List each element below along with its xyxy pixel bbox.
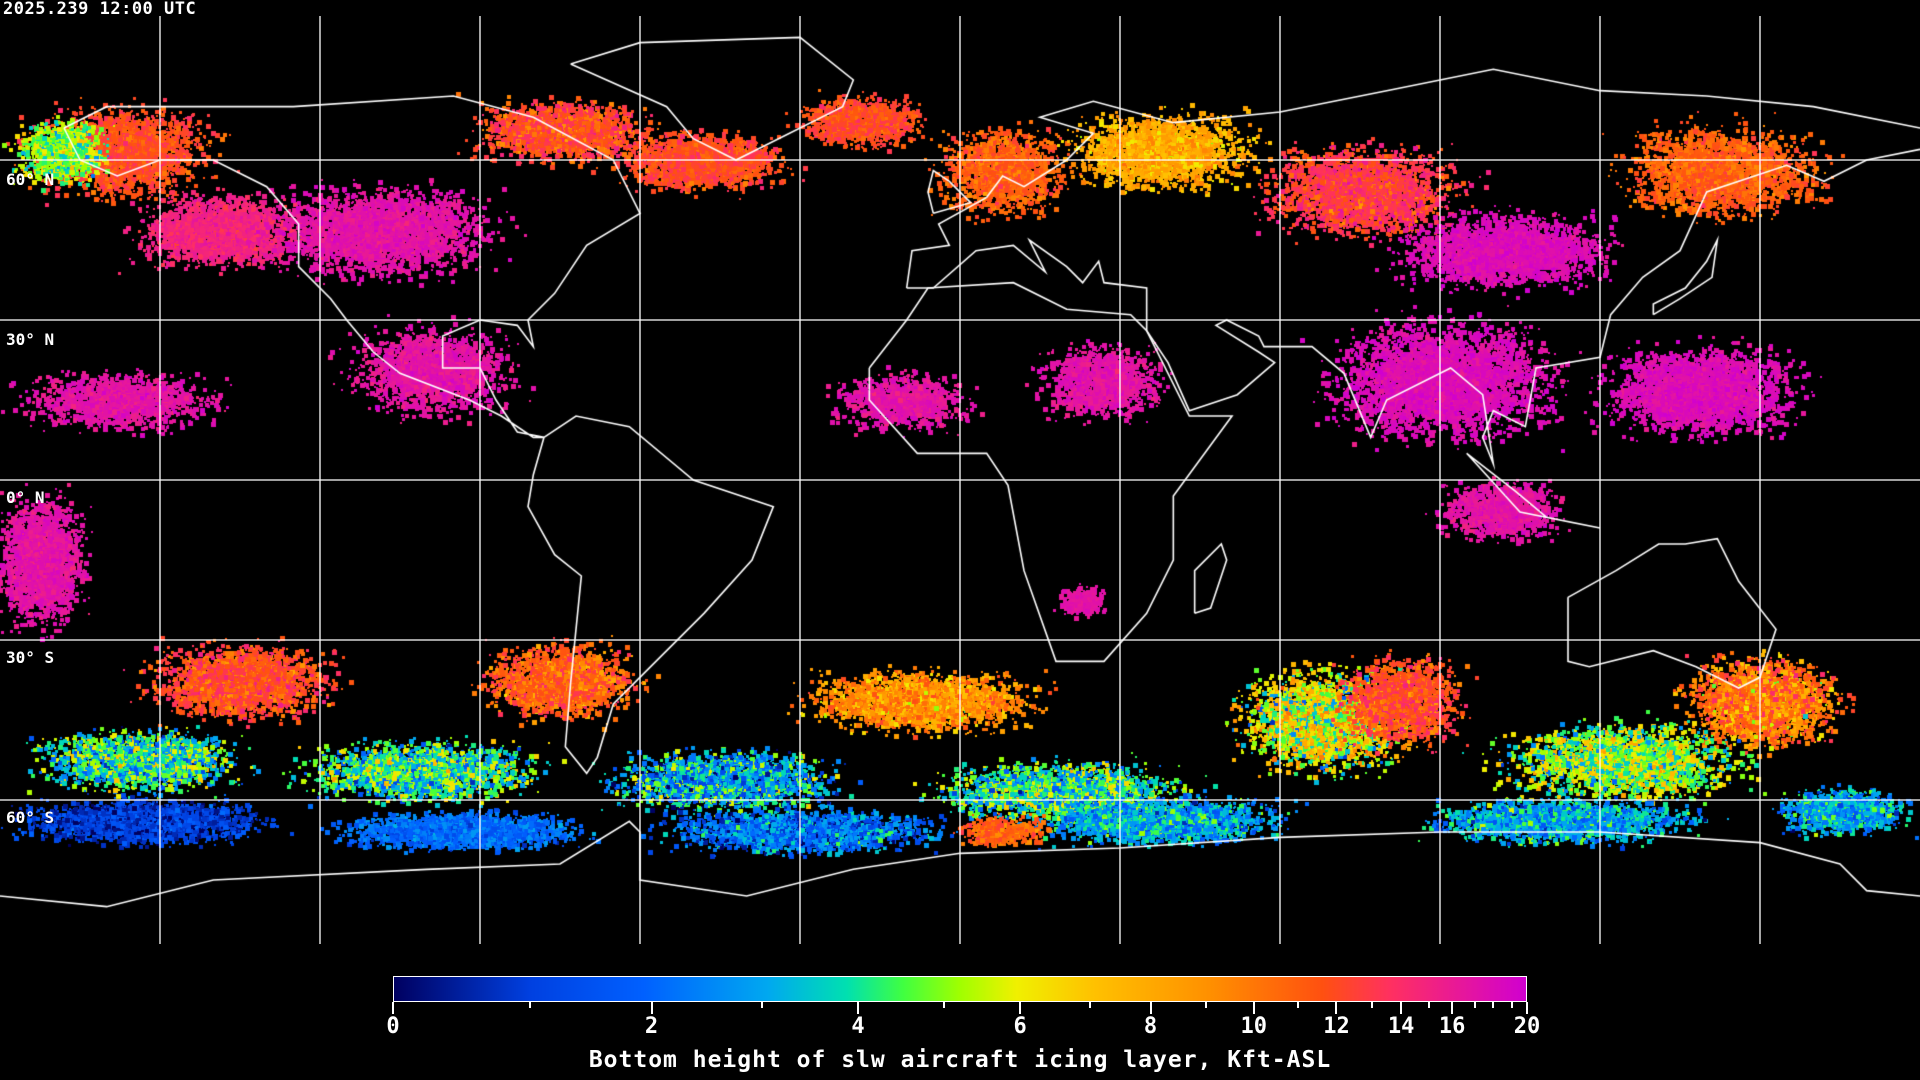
timestamp: 2025.239 12:00 UTC bbox=[3, 0, 197, 19]
major-tick bbox=[1400, 1002, 1403, 1014]
lat-label-60s: 60° S bbox=[6, 808, 55, 827]
minor-tick bbox=[1296, 1002, 1299, 1008]
major-tick bbox=[1149, 1002, 1152, 1014]
major-tick bbox=[392, 1002, 394, 1014]
major-tick bbox=[856, 1002, 859, 1014]
major-tick bbox=[1335, 1002, 1338, 1014]
colorbar-title: Bottom height of slw aircraft icing laye… bbox=[588, 1047, 1332, 1073]
tick-label-6: 6 bbox=[1013, 1014, 1027, 1039]
minor-tick bbox=[943, 1002, 946, 1008]
major-tick bbox=[1526, 1002, 1528, 1014]
minor-tick bbox=[529, 1002, 532, 1008]
lat-label-30s: 30° S bbox=[6, 648, 55, 667]
lat-label-0n: 0° N bbox=[6, 488, 45, 507]
major-tick bbox=[1019, 1002, 1022, 1014]
tick-label-12: 12 bbox=[1323, 1014, 1350, 1039]
tick-label-2: 2 bbox=[644, 1014, 659, 1039]
graticule bbox=[0, 16, 1920, 944]
lat-label-30n: 30° N bbox=[6, 330, 55, 349]
tick-label-0: 0 bbox=[386, 1014, 400, 1039]
tick-label-8: 8 bbox=[1143, 1014, 1158, 1039]
minor-tick bbox=[1473, 1002, 1476, 1008]
minor-tick bbox=[1370, 1002, 1373, 1008]
tick-label-4: 4 bbox=[851, 1014, 865, 1039]
major-tick bbox=[650, 1002, 653, 1014]
major-tick bbox=[1451, 1002, 1454, 1014]
icing-map bbox=[0, 0, 1920, 960]
minor-tick bbox=[1205, 1002, 1208, 1008]
tick-label-14: 14 bbox=[1387, 1014, 1415, 1039]
lat-label-60n: 60° N bbox=[6, 170, 55, 189]
colorbar-ticks: 0 2 4 6 8 10 12 14 16 20 bbox=[386, 1002, 1540, 1062]
tick-label-16: 16 bbox=[1438, 1014, 1466, 1039]
tick-label-10: 10 bbox=[1240, 1014, 1267, 1039]
tick-label-20: 20 bbox=[1513, 1014, 1541, 1039]
minor-tick bbox=[1089, 1002, 1092, 1008]
minor-tick bbox=[1428, 1002, 1431, 1008]
minor-tick bbox=[1491, 1002, 1494, 1008]
minor-tick bbox=[1511, 1002, 1514, 1008]
minor-tick bbox=[760, 1002, 763, 1008]
colorbar bbox=[393, 976, 1527, 1002]
major-tick bbox=[1252, 1002, 1255, 1014]
